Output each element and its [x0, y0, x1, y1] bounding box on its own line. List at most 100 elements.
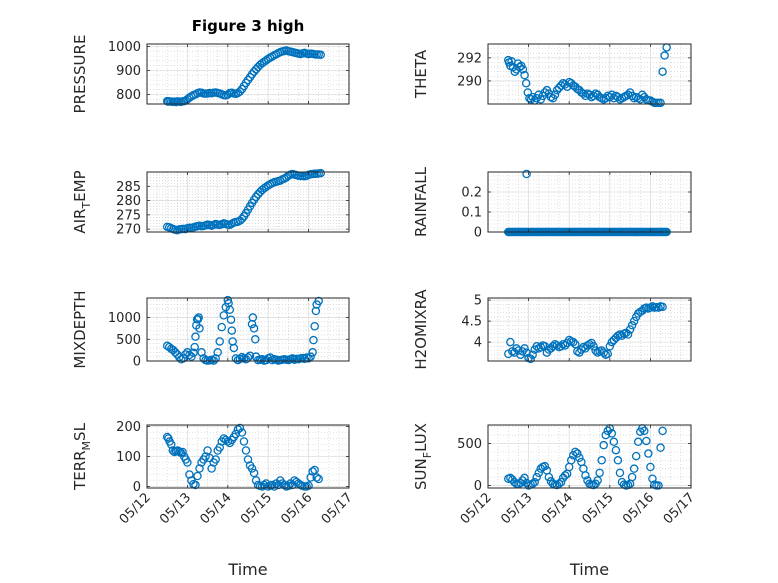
data-point: [656, 98, 665, 108]
data-point: [523, 88, 533, 97]
y-tick-label: 0: [474, 226, 482, 241]
data-point: [235, 354, 245, 364]
data-point: [552, 341, 562, 350]
data-point: [613, 456, 623, 465]
data-point: [237, 214, 247, 224]
data-point: [162, 432, 172, 442]
data-point: [573, 347, 582, 356]
data-point: [640, 426, 649, 436]
data-point: [627, 472, 637, 482]
data-point: [544, 472, 554, 482]
data-point: [569, 337, 578, 347]
y-axis-label: TERRMSL: [71, 422, 93, 491]
data-point: [601, 430, 610, 440]
data-point: [314, 474, 323, 484]
data-point: [247, 464, 257, 473]
y-tick-label: 0.1: [461, 206, 482, 221]
data-point: [309, 335, 318, 345]
data-point: [593, 348, 602, 357]
data-point: [560, 341, 570, 350]
y-tick-label: 1000: [108, 311, 141, 326]
data-point: [249, 324, 259, 333]
data-point: [215, 337, 224, 346]
data-point: [189, 348, 198, 357]
data-point: [178, 447, 187, 457]
axes-box: [487, 43, 692, 105]
data-point: [658, 302, 667, 312]
data-point: [316, 168, 325, 178]
data-point: [193, 471, 202, 481]
data-point: [540, 88, 550, 97]
data-point: [226, 315, 236, 324]
data-point: [611, 445, 621, 455]
data-point: [219, 311, 229, 320]
data-point: [564, 335, 574, 345]
data-point: [304, 354, 313, 363]
data-point: [581, 471, 590, 480]
data-point: [257, 355, 267, 364]
data-point: [654, 481, 663, 490]
data-point: [609, 93, 619, 103]
data-point: [516, 478, 525, 488]
data-point: [522, 169, 531, 179]
data-point: [522, 478, 531, 488]
data-point: [280, 480, 289, 490]
data-point: [231, 354, 241, 363]
data-point: [629, 464, 639, 473]
data-point: [609, 437, 619, 447]
x-tick-label: 05/12: [458, 490, 495, 527]
y-tick-label: 270: [116, 223, 141, 238]
data-point: [613, 92, 623, 102]
data-point: [556, 81, 566, 90]
data-point: [312, 473, 321, 482]
data-point: [556, 477, 566, 487]
data-point: [526, 354, 535, 364]
chart-title: Figure 3 high: [192, 17, 305, 35]
data-point: [310, 321, 319, 331]
y-axis-label-part: AIR: [71, 209, 89, 234]
x-tick-label: 05/15: [580, 490, 617, 527]
data-point: [306, 352, 315, 361]
data-point: [629, 316, 639, 326]
data-point: [585, 339, 594, 349]
y-tick-label: 292: [457, 51, 482, 66]
data-point: [636, 95, 645, 104]
data-point: [646, 303, 655, 312]
data-point: [615, 330, 625, 339]
y-tick-label: 5: [474, 294, 482, 309]
x-axis-label: Time: [227, 560, 267, 579]
data-point: [274, 480, 283, 490]
subplot-1: 800 900 1000 PRESSURE Figure 3 high: [71, 17, 350, 113]
data-point: [195, 324, 204, 333]
data-point: [571, 447, 580, 457]
data-point: [191, 480, 200, 490]
x-tick-label: 05/17: [661, 490, 698, 527]
y-axis-label-subscript: T: [80, 202, 93, 210]
y-axis-label-subscript: M: [80, 441, 93, 451]
y-tick-label: 900: [116, 64, 141, 79]
data-point: [308, 467, 317, 476]
axes-box: [487, 297, 692, 362]
data-point: [267, 480, 277, 490]
subplot-7: 05/12 05/13 05/14 05/15 05/16 05/17 0 100 200 TER…: [71, 420, 356, 579]
data-point: [625, 325, 635, 334]
data-point: [530, 477, 539, 487]
data-point: [593, 476, 602, 485]
y-axis-label-part: THETA: [412, 49, 430, 99]
data-point: [623, 330, 633, 339]
data-point: [585, 90, 594, 100]
axes-box: [487, 424, 692, 489]
data-point: [577, 345, 586, 354]
data-point: [660, 51, 669, 60]
data-point: [190, 342, 199, 352]
data-point: [589, 91, 598, 101]
x-tick-label: 05/13: [157, 490, 194, 527]
data-point: [316, 50, 325, 60]
subplot-5: 0 500 1000 MIXDEPTH: [71, 290, 350, 370]
data-point: [607, 429, 617, 438]
y-tick-label: 275: [116, 208, 141, 223]
data-point: [314, 296, 323, 306]
data-point: [579, 89, 588, 98]
data-point: [656, 443, 665, 452]
